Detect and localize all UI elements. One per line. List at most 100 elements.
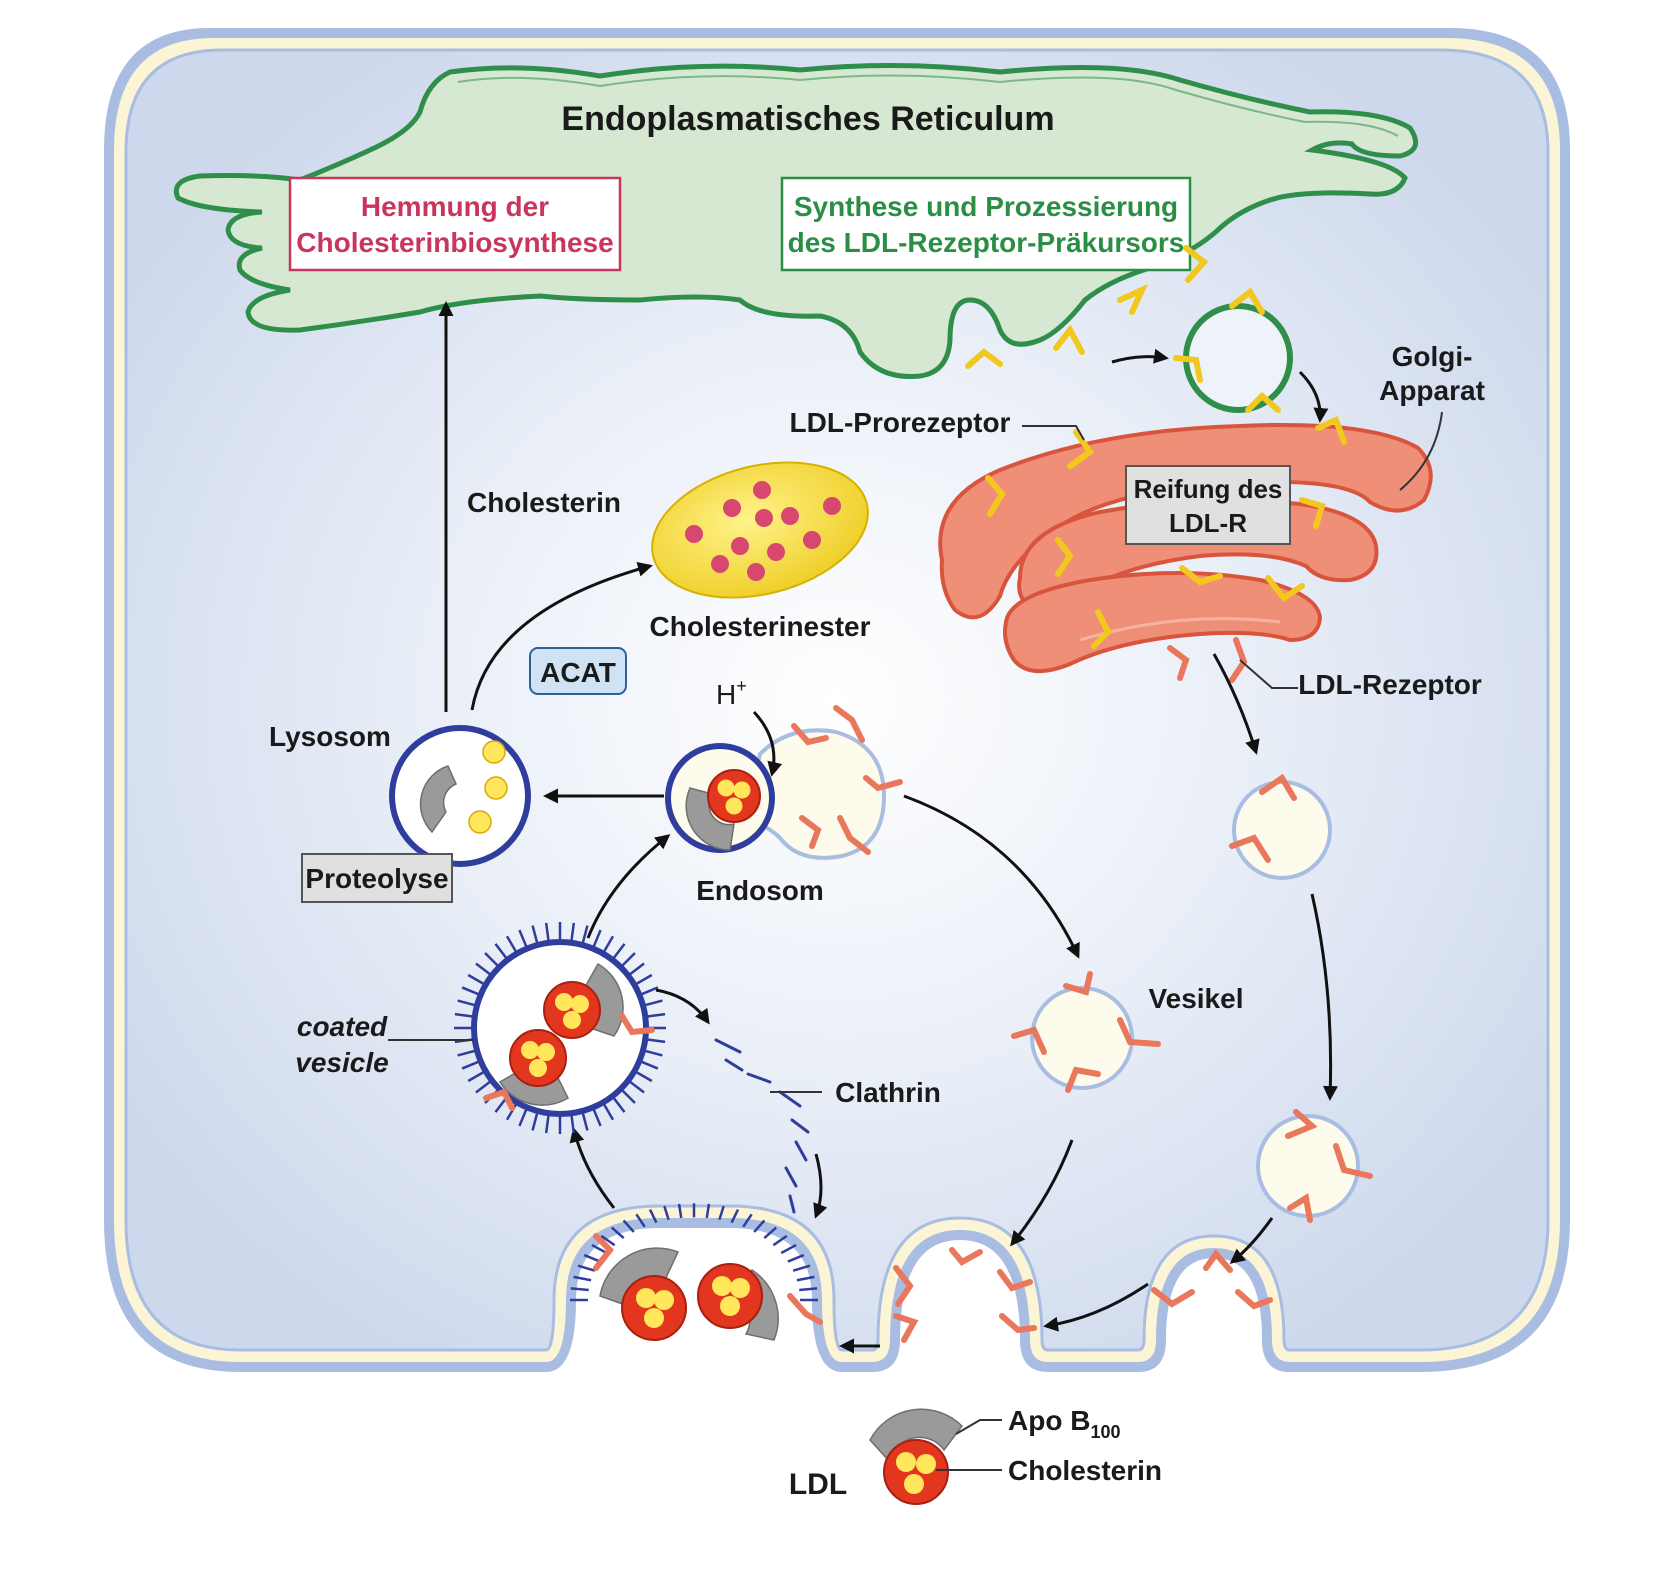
ester-dots: [685, 481, 841, 581]
clathrin-dash: [784, 1166, 798, 1188]
ester-dot: [723, 499, 741, 517]
clathrin-bristle: [467, 973, 485, 986]
clathrin-bristle: [475, 1080, 491, 1094]
cholesterinester-label: Cholesterinester: [650, 611, 871, 642]
clathrin-bristle: [718, 1205, 725, 1221]
legend-cholesterin-dot: [916, 1454, 936, 1474]
clathrin-bristle: [799, 1287, 818, 1292]
ldl-rezeptor-leader-line: [1239, 659, 1298, 689]
ldl-rezeptor-mark: [1235, 1289, 1273, 1310]
synthese-label-1: Synthese und Prozessierung: [794, 191, 1178, 222]
legend-apo-leader: [955, 1419, 1002, 1435]
ldl-particle-cv-2: [498, 1029, 569, 1106]
clathrin-bristle: [648, 1209, 658, 1224]
clathrin-bristle: [647, 1038, 666, 1044]
lysosom-membrane: [389, 725, 531, 867]
arrow-pit-to-coated-vesicle: [569, 1127, 616, 1209]
er-transport-vesicle: [1173, 287, 1293, 413]
legend-cholesterin-dot: [904, 1474, 924, 1494]
acat-box-frame: [529, 647, 627, 695]
clathrin-bristle: [772, 1234, 788, 1247]
recycling-vesikel: [1011, 971, 1161, 1093]
clathrin-bristle: [531, 1112, 539, 1131]
endosom-label: Endosom: [696, 875, 824, 906]
arrow-vesicle-to-golgi: [1298, 370, 1329, 423]
ester-dot: [711, 555, 729, 573]
ester-dot: [685, 525, 703, 543]
synthese-box: Synthese und Prozessierung des LDL-Rezep…: [780, 176, 1192, 272]
proteolyse-label: Proteolyse: [305, 863, 448, 894]
prorezeptor-mark: [1117, 283, 1149, 315]
clathrin-fragments: [714, 1038, 810, 1214]
ldl-rezeptor-mark: [1063, 971, 1093, 996]
cholesterin-dot: [555, 993, 573, 1011]
clathrin-bristle: [742, 1213, 753, 1228]
ldl-rezeptor-mark: [619, 1013, 655, 1036]
ldl-particle-pit-1: [599, 1247, 687, 1341]
prorezeptor-mark: [1091, 609, 1112, 649]
membrane-rezeptors-right: [893, 1247, 1273, 1343]
arrow-vesicle2-to-membrane: [1229, 1217, 1274, 1264]
ester-dot: [781, 507, 799, 525]
reifung-label-1: Reifung des: [1134, 474, 1283, 504]
prorezeptor-mark: [1229, 287, 1265, 315]
ldl-rezeptor-mark: [997, 1269, 1033, 1292]
clathrin-bristle: [610, 1226, 625, 1240]
clathrin-bristle: [581, 1112, 589, 1131]
clathrin-bristle: [635, 1213, 646, 1228]
synthese-box-frame: [780, 176, 1192, 272]
prorezeptor-mark: [1183, 245, 1209, 283]
ldl-rezeptor-mark: [791, 723, 829, 746]
ldl-rezeptor-mark: [1333, 1143, 1373, 1179]
cholesterin-dot: [654, 1290, 674, 1310]
clathrin-bristle: [635, 973, 653, 986]
ester-dot: [755, 509, 773, 527]
clathrin-bristle: [677, 1203, 683, 1219]
h-plus-sup: +: [736, 676, 747, 696]
cholesterin-label: Cholesterin: [467, 487, 621, 518]
reifung-box: Reifung des LDL-R: [1125, 465, 1291, 545]
lysosom: [389, 725, 531, 867]
clathrin-bristle: [629, 962, 645, 976]
clathrin-bristle: [602, 935, 615, 953]
legend-cholesterin-label: Cholesterin: [1008, 1455, 1162, 1486]
golgi-leader-line: [1399, 411, 1443, 491]
clathrin-bristle: [544, 1115, 550, 1134]
clathrin-bristle: [602, 1103, 615, 1121]
prorezeptor-mark: [985, 475, 1006, 517]
synthese-label-2: des LDL-Rezeptor-Präkursors: [788, 227, 1185, 258]
ldl-rezeptor-mark: [483, 1088, 515, 1111]
ldl-rezeptor-mark: [1065, 1066, 1101, 1093]
ldl-rezeptor-mark: [863, 775, 903, 792]
coated-vesicle: [454, 922, 666, 1134]
cholesterin-dot: [720, 1296, 740, 1316]
hemmung-label-2: Cholesterinbiosynthese: [296, 227, 613, 258]
ldl-rezeptor-mark: [1117, 1017, 1161, 1047]
clathrin-bristle: [622, 1219, 635, 1233]
cholesterin-dot: [482, 740, 506, 764]
golgi-prorezeptors: [985, 415, 1347, 649]
golgi-ldl-rezeptors: [1167, 637, 1248, 683]
proteolyse-box: Proteolyse: [301, 853, 453, 903]
arrow-golgi-to-vesicle: [1212, 653, 1260, 755]
arrow-er-to-vesicle: [1111, 348, 1169, 364]
clathrin-bristle: [591, 1243, 608, 1255]
clathrin-bristle: [518, 929, 528, 948]
ldl-rezeptor-label: LDL-Rezeptor: [1298, 669, 1482, 700]
clathrin-label: Clathrin: [835, 1077, 941, 1108]
clathrin-bristle: [518, 1108, 528, 1127]
cholesterin-dot: [725, 797, 743, 815]
apo-b100-fragment: [419, 765, 457, 834]
clathrin-bristle: [640, 986, 659, 996]
cholesterinester-droplet: [651, 461, 869, 599]
clathrin-bristle: [635, 1070, 653, 1083]
ldl-particle-pit-2: [697, 1263, 779, 1341]
ldl-particle-endosom: [685, 769, 761, 851]
ldl-rezeptor-mark: [1285, 1109, 1318, 1139]
er-inner-line: [457, 74, 1399, 137]
prorezeptor-label: LDL-Prorezeptor: [790, 407, 1011, 438]
clathrin-bristle: [570, 922, 576, 941]
ester-dot: [747, 563, 765, 581]
ester-dot: [767, 543, 785, 561]
clathrin-bristle: [780, 1243, 797, 1255]
